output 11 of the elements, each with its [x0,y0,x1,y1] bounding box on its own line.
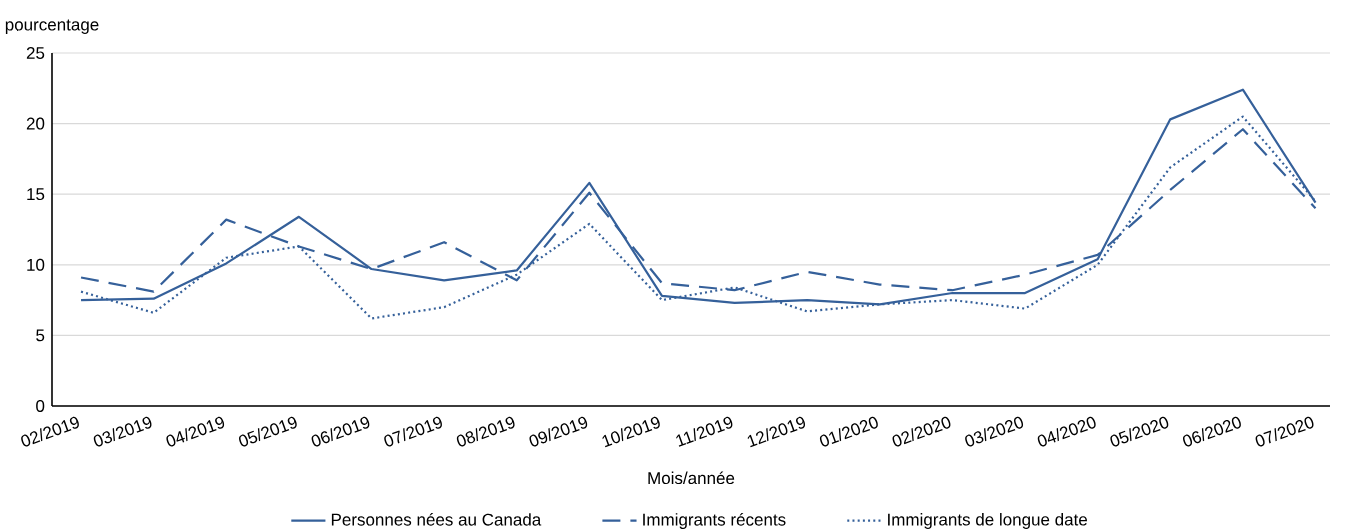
y-tick-label: 20 [26,117,45,130]
y-tick-label: 5 [36,329,45,342]
y-tick-label: 0 [36,399,45,413]
y-tick-label: 10 [27,258,45,271]
y-tick-label: 25 [26,47,45,60]
legend-label: Personnes nées au Canada [331,512,542,526]
y-axis-title: pourcentage [5,19,99,34]
legend-label: Immigrants récents [643,512,786,529]
legend-label: Immigrants de longue date [888,513,1087,529]
y-tick-label: 15 [27,188,45,201]
x-axis-title: Mois/année [648,471,735,485]
